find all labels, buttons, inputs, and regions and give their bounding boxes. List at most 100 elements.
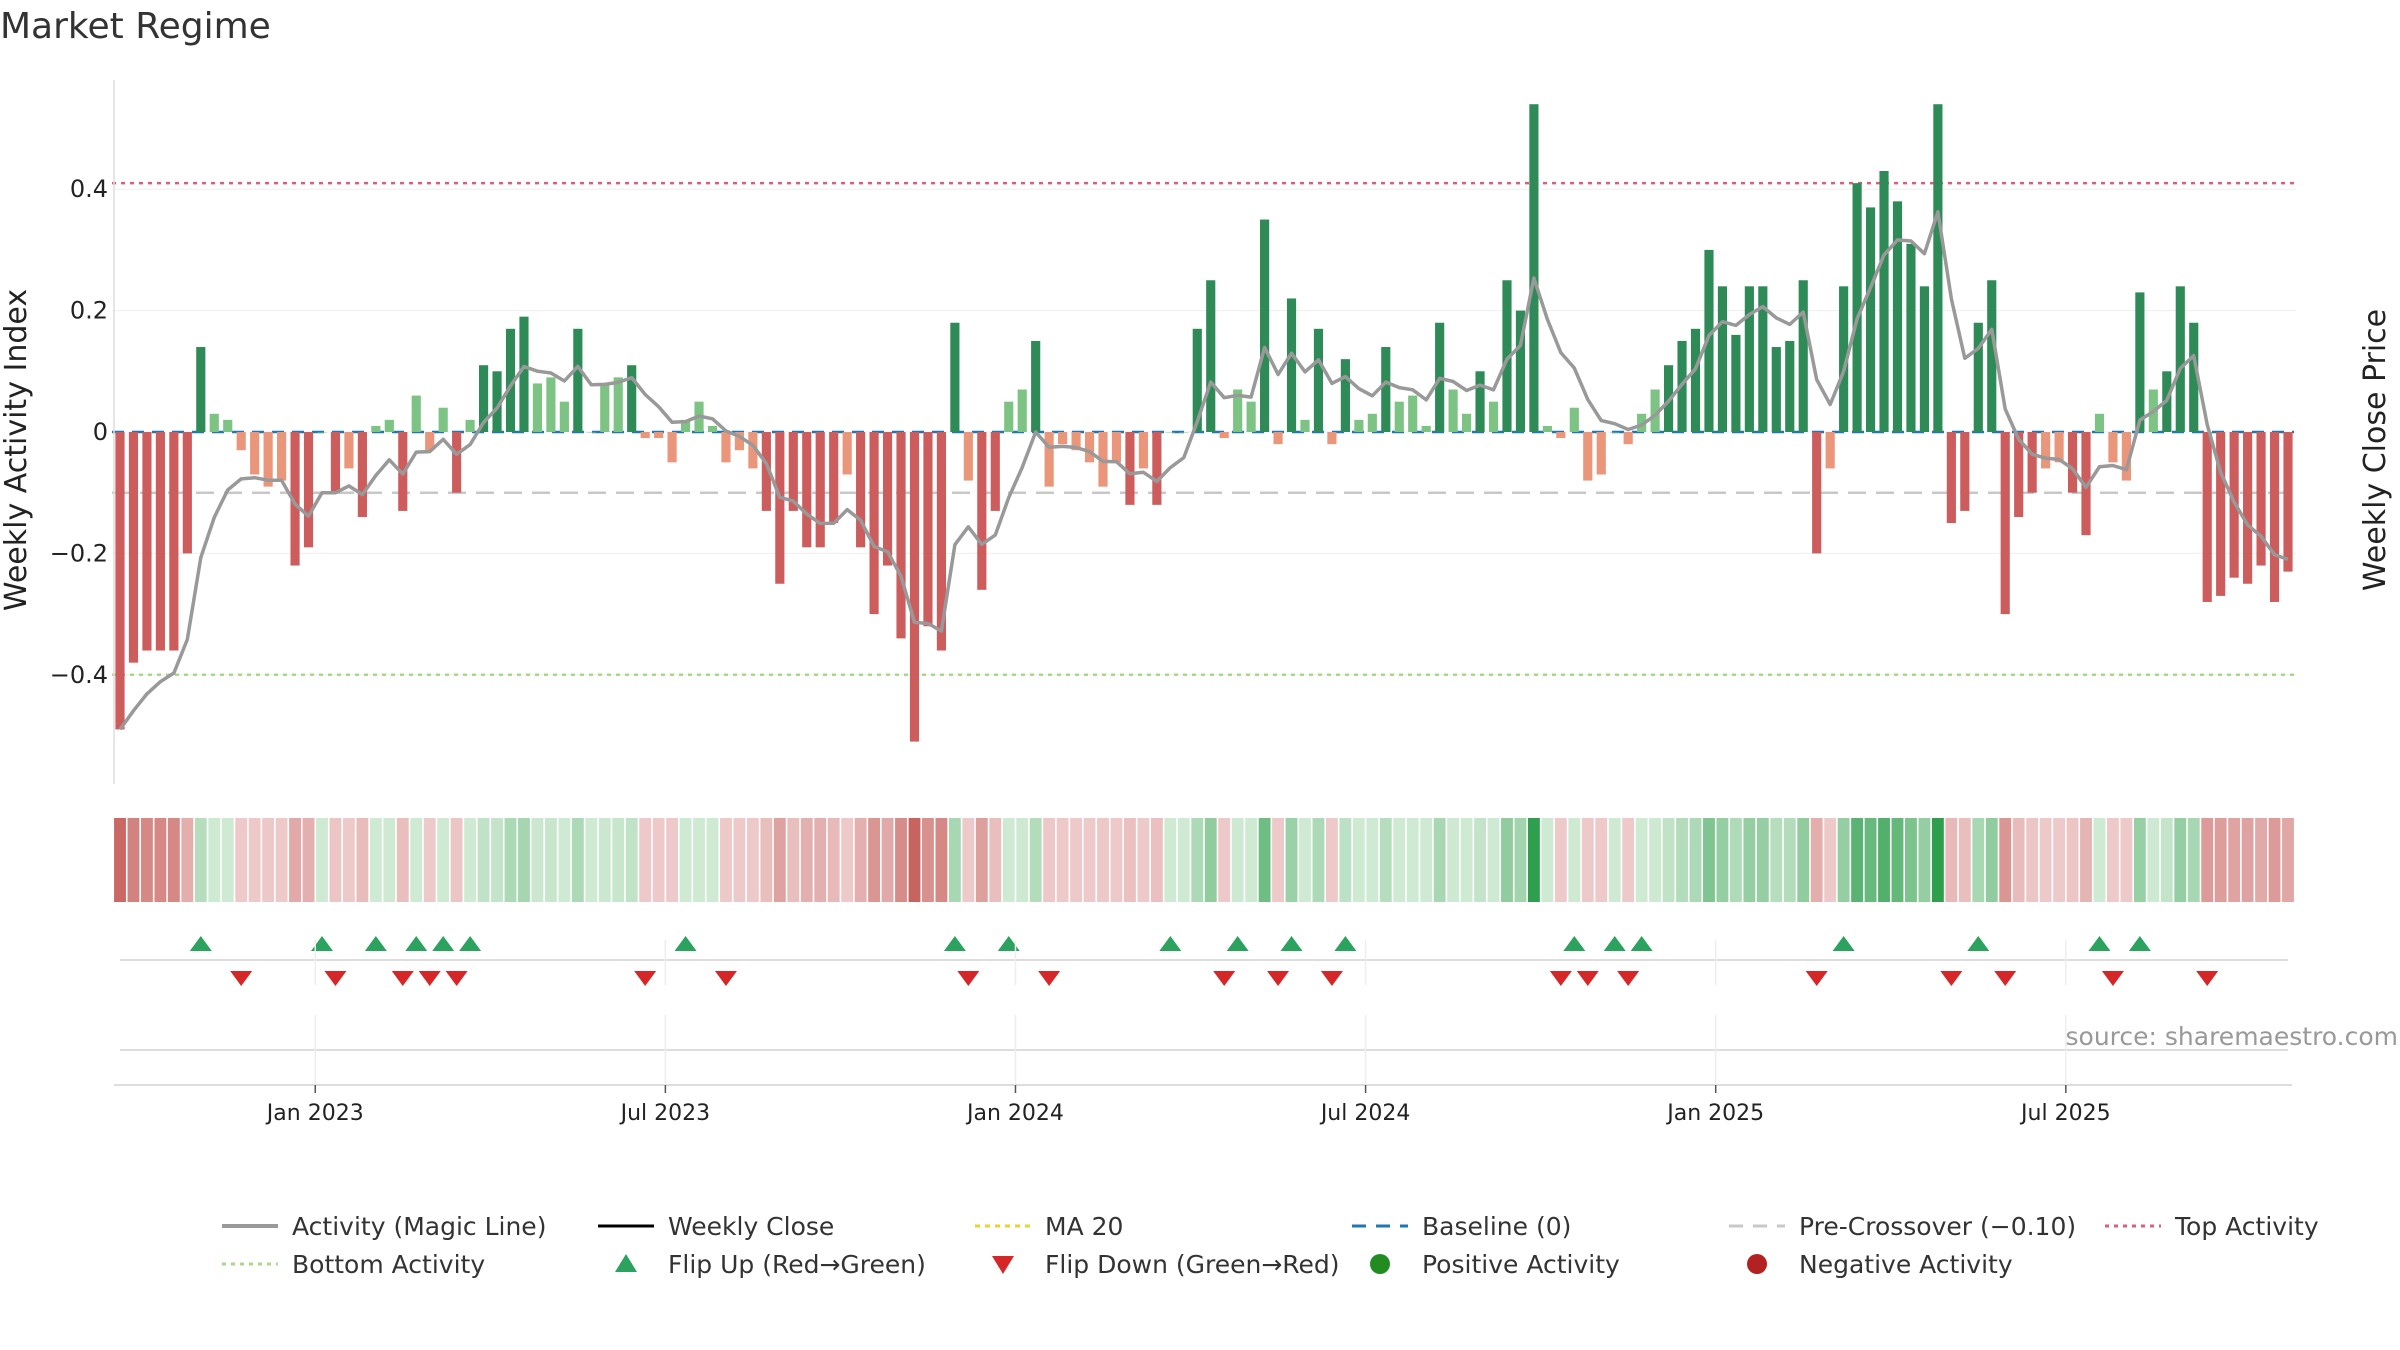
flip-up-marker [310,936,333,951]
activity-bar [1825,432,1835,469]
heat-cell [841,818,854,902]
heat-cell [1770,818,1783,902]
activity-bar [209,413,219,432]
heat-cell [1891,818,1904,902]
heat-cell [1124,818,1136,902]
flip-down-marker [391,971,414,986]
heat-cell [666,818,679,902]
heat-cell [1783,818,1796,902]
heat-cell [1420,818,1433,902]
heat-cell [194,818,207,902]
activity-bar [1488,401,1499,432]
heat-cell [2053,818,2066,902]
activity-bar [573,328,583,432]
heat-cell [2133,818,2146,902]
x-tick-label: Jan 2023 [265,1101,364,1126]
heat-cell [652,818,665,902]
heat-cell [248,818,261,902]
activity-bar [829,432,839,524]
activity-bar [1206,280,1216,432]
activity-bar [1421,425,1431,432]
activity-bar [882,432,893,566]
activity-bar [1058,432,1068,445]
heat-cell [2120,818,2133,902]
activity-bar [2081,432,2091,536]
flip-up-marker [1159,936,1182,951]
heat-cell [1433,818,1446,902]
heat-cell [1016,818,1029,902]
activity-bar [1960,432,1970,511]
heat-cell [2282,818,2294,902]
activity-bar [250,432,260,475]
activity-bar [1717,286,1728,432]
legend-label-close: Weekly Close [668,1212,834,1241]
activity-bar [1852,183,1862,432]
heat-cell [531,818,544,902]
chart-title: Market Regime [0,6,271,47]
heat-cell [450,818,463,902]
activity-bar [223,419,233,432]
activity-bar [1192,328,1202,432]
heat-cell [558,818,571,902]
heat-cell [1527,818,1540,902]
heat-cell [1218,818,1231,902]
activity-bar [128,432,139,663]
heat-cell [1150,818,1163,902]
heat-cell [1352,818,1365,902]
heat-cell [1864,818,1877,902]
flip-up-marker [189,936,212,951]
activity-bar [842,432,852,475]
y-tick-left-label: 0 [93,418,108,446]
heat-cell [2255,818,2268,902]
activity-bar [775,432,785,584]
activity-bar [1919,286,1930,432]
heat-cell [1204,818,1217,902]
heat-cell [2187,818,2200,902]
activity-bar [1273,432,1283,445]
heat-cell [1258,818,1271,902]
activity-bar [788,432,798,511]
flip-up-marker [1334,936,1357,951]
flip-down-marker [1038,971,1061,986]
activity-bar [115,432,125,730]
y-tick-left-label: −0.2 [50,539,108,567]
heat-cell [518,818,530,902]
activity-bar [2000,432,2010,615]
activity-bar [1690,328,1701,432]
x-tick-label: Jan 2025 [1665,1101,1764,1126]
activity-bar [452,432,462,493]
activity-bar [748,432,758,469]
legend-label-flip_down: Flip Down (Green→Red) [1045,1250,1340,1279]
activity-bar [546,377,556,432]
heat-cell [1137,818,1150,902]
flip-down-marker [714,971,737,986]
heat-cell [639,818,652,902]
activity-bar [1946,432,1956,524]
heat-cell [221,818,234,902]
heat-cell [612,818,625,902]
heat-cell [706,818,719,902]
activity-bar [1502,280,1512,432]
flip-up-marker [2088,936,2111,951]
heat-cell [1985,818,1998,902]
heat-cell [1662,818,1675,902]
heat-cell [167,818,180,902]
heat-cell [2039,818,2052,902]
activity-bar [1233,389,1243,432]
heat-cell [571,818,584,902]
heat-cell [2080,818,2092,902]
heat-cell [491,818,503,902]
heat-cell [1743,818,1756,902]
heat-cell [1487,818,1500,902]
activity-bar [1071,432,1081,451]
activity-bar [357,432,367,517]
activity-bar [1286,298,1297,432]
activity-bar [169,432,179,651]
flip-down-marker [634,971,657,986]
activity-bar [1004,401,1014,432]
activity-bar [1031,340,1041,432]
heat-cell [1568,818,1581,902]
heat-cell [1837,818,1850,902]
activity-bar [1017,389,1027,432]
